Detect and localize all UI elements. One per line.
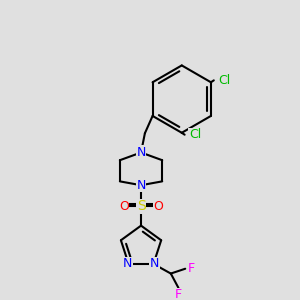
Text: Cl: Cl — [189, 128, 201, 141]
Text: N: N — [136, 146, 146, 159]
Text: O: O — [119, 200, 129, 213]
Text: Cl: Cl — [218, 74, 230, 87]
Text: F: F — [175, 288, 182, 300]
Text: S: S — [137, 200, 146, 213]
Text: N: N — [150, 257, 159, 270]
Text: F: F — [188, 262, 195, 275]
Text: N: N — [136, 179, 146, 192]
Text: O: O — [153, 200, 163, 213]
Text: N: N — [123, 257, 132, 270]
